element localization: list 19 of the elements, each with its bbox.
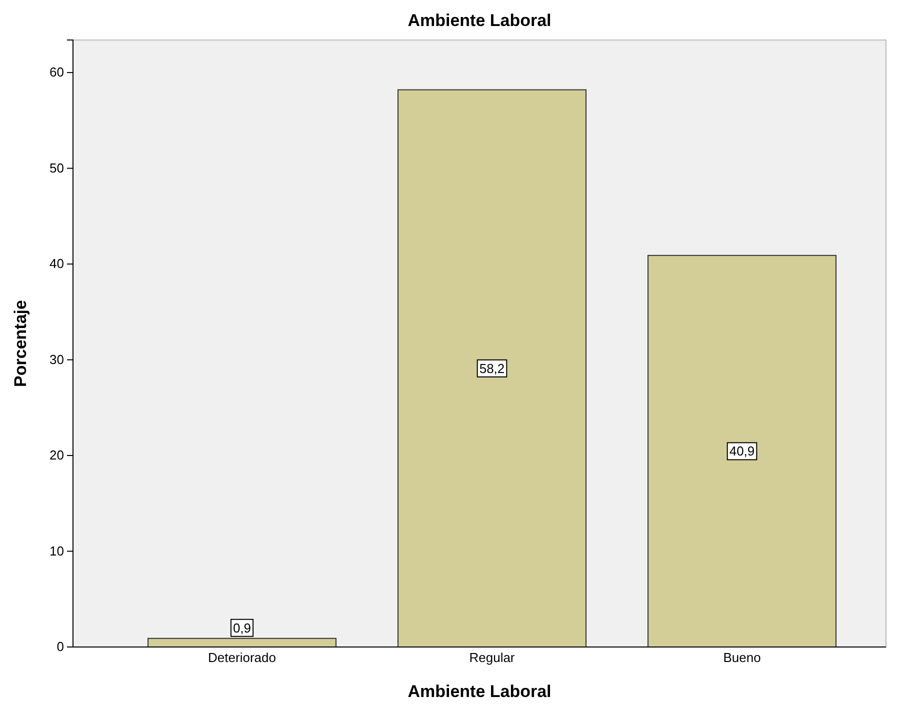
data-label: 40,9 [729, 444, 755, 459]
y-tick-label: 50 [50, 160, 64, 176]
x-axis-title: Ambiente Laboral [408, 682, 552, 701]
y-tick-label: 60 [50, 64, 64, 80]
data-label: 0,9 [232, 620, 252, 636]
bar [148, 638, 336, 648]
y-tick-label: 40 [50, 256, 64, 272]
bar [648, 254, 836, 648]
bar [398, 89, 586, 648]
x-tick-label: Deteriorado [208, 650, 276, 666]
data-label: 58,2 [479, 360, 505, 376]
y-tick-label: 0 [56, 639, 64, 654]
y-tick-label: 30 [50, 352, 64, 367]
y-tick-label: 10 [50, 543, 64, 558]
y-tick-label: 20 [50, 448, 64, 463]
y-axis-title: Porcentaje [11, 300, 30, 387]
x-tick-label: Regular [469, 650, 516, 666]
x-tick-label: Bueno [723, 650, 761, 666]
chart-title: Ambiente Laboral [408, 11, 552, 30]
